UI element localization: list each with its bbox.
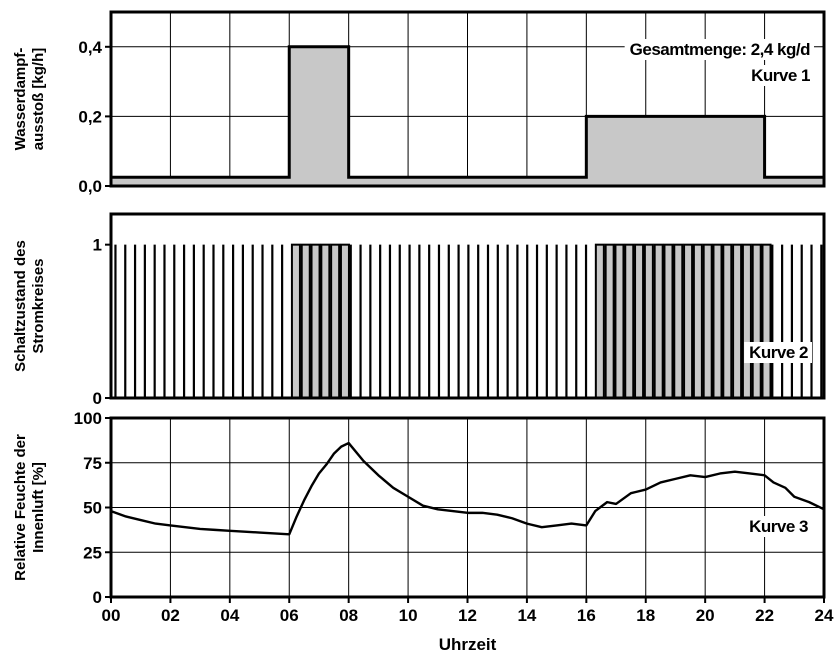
panel3-annotation-curve: Kurve 3: [749, 517, 808, 536]
switch-pulse-bar: [300, 243, 311, 399]
y-tick-label: 0,0: [78, 177, 102, 196]
x-tick-label: 18: [636, 606, 655, 625]
switch-pulse-bar: [330, 243, 341, 399]
x-tick-label: 12: [458, 606, 477, 625]
switch-pulse-bar: [702, 243, 713, 399]
y-tick-label: 75: [83, 454, 102, 473]
panel1-ylabel-line1: Wasserdampf-: [12, 48, 29, 151]
switch-pulse-bar: [653, 243, 664, 399]
y-tick-label: 0,2: [78, 107, 102, 126]
switch-pulse-bar: [604, 243, 615, 399]
switch-pulse-bar: [751, 243, 762, 399]
switch-pulse-bar: [761, 243, 772, 399]
x-axis-ticks: 00 02 04 06 08 10 12 14 16 18 20 22 24: [102, 597, 834, 625]
y-tick-label: 100: [74, 409, 102, 428]
panel2-ylabel-line1: Schaltzustand des: [12, 240, 29, 372]
x-tick-label: 14: [517, 606, 536, 625]
y-tick-label: 25: [83, 543, 102, 562]
panel1-annotation-total: Gesamtmenge: 2,4 kg/d: [630, 40, 810, 59]
switch-pulse-bar: [722, 243, 733, 399]
y-tick-label: 50: [83, 499, 102, 518]
x-tick-label: 04: [220, 606, 239, 625]
switch-pulse-bar: [683, 243, 694, 399]
switch-pulse-bar: [643, 243, 654, 399]
panel3-ylabel-line2: Innenluft [%]: [30, 462, 47, 553]
switch-pulse-bar: [290, 243, 301, 399]
switch-pulse-bar: [732, 243, 743, 399]
switch-pulse-bar: [320, 243, 331, 399]
x-tick-label: 20: [696, 606, 715, 625]
x-tick-label: 00: [102, 606, 121, 625]
switch-pulse-bar: [712, 243, 723, 399]
switch-pulse-bar: [741, 243, 752, 399]
series-line: [110, 441, 825, 536]
switch-pulse-bar: [614, 243, 625, 399]
series-line: [111, 45, 824, 179]
switch-pulse-bar: [310, 243, 321, 399]
panel3-ylabel-line1: Relative Feuchte der: [12, 434, 29, 581]
panel1-annotation-curve: Kurve 1: [751, 66, 810, 85]
panel-kurve2: 0 1 Schaltzustand des Stromkreises Kurve …: [12, 212, 826, 408]
panel-kurve1: 0,0 0,2 0,4 Wasserdampf- ausstoß [kg/h] Ge…: [12, 10, 826, 196]
x-tick-label: 06: [280, 606, 299, 625]
panel1-ylabel-line2: ausstoß [kg/h]: [30, 48, 47, 151]
x-tick-label: 10: [399, 606, 418, 625]
x-axis-title: Uhrzeit: [439, 635, 497, 654]
y-tick-label: 0,4: [78, 38, 102, 57]
y-tick-label: 0: [93, 389, 102, 408]
x-tick-label: 24: [815, 606, 834, 625]
y-tick-label: 1: [93, 236, 102, 255]
x-tick-label: 22: [755, 606, 774, 625]
switch-pulse-bar: [594, 243, 605, 399]
switch-pulse-bar: [339, 243, 350, 399]
x-tick-label: 02: [161, 606, 180, 625]
switch-pulse-bar: [624, 243, 635, 399]
panel2-annotation-curve: Kurve 2: [749, 343, 808, 362]
switch-pulse-bar: [663, 243, 674, 399]
switch-pulse-bar: [634, 243, 645, 399]
y-tick-label: 0: [93, 588, 102, 607]
panel2-ylabel-line2: Stromkreises: [30, 258, 47, 353]
switch-pulse-bar: [673, 243, 684, 399]
x-tick-label: 16: [577, 606, 596, 625]
switch-pulse-bar: [692, 243, 703, 399]
x-tick-label: 08: [339, 606, 358, 625]
panel-kurve3: 0 25 50 75 100 Relative Feuchte der Innenluf…: [12, 409, 826, 607]
